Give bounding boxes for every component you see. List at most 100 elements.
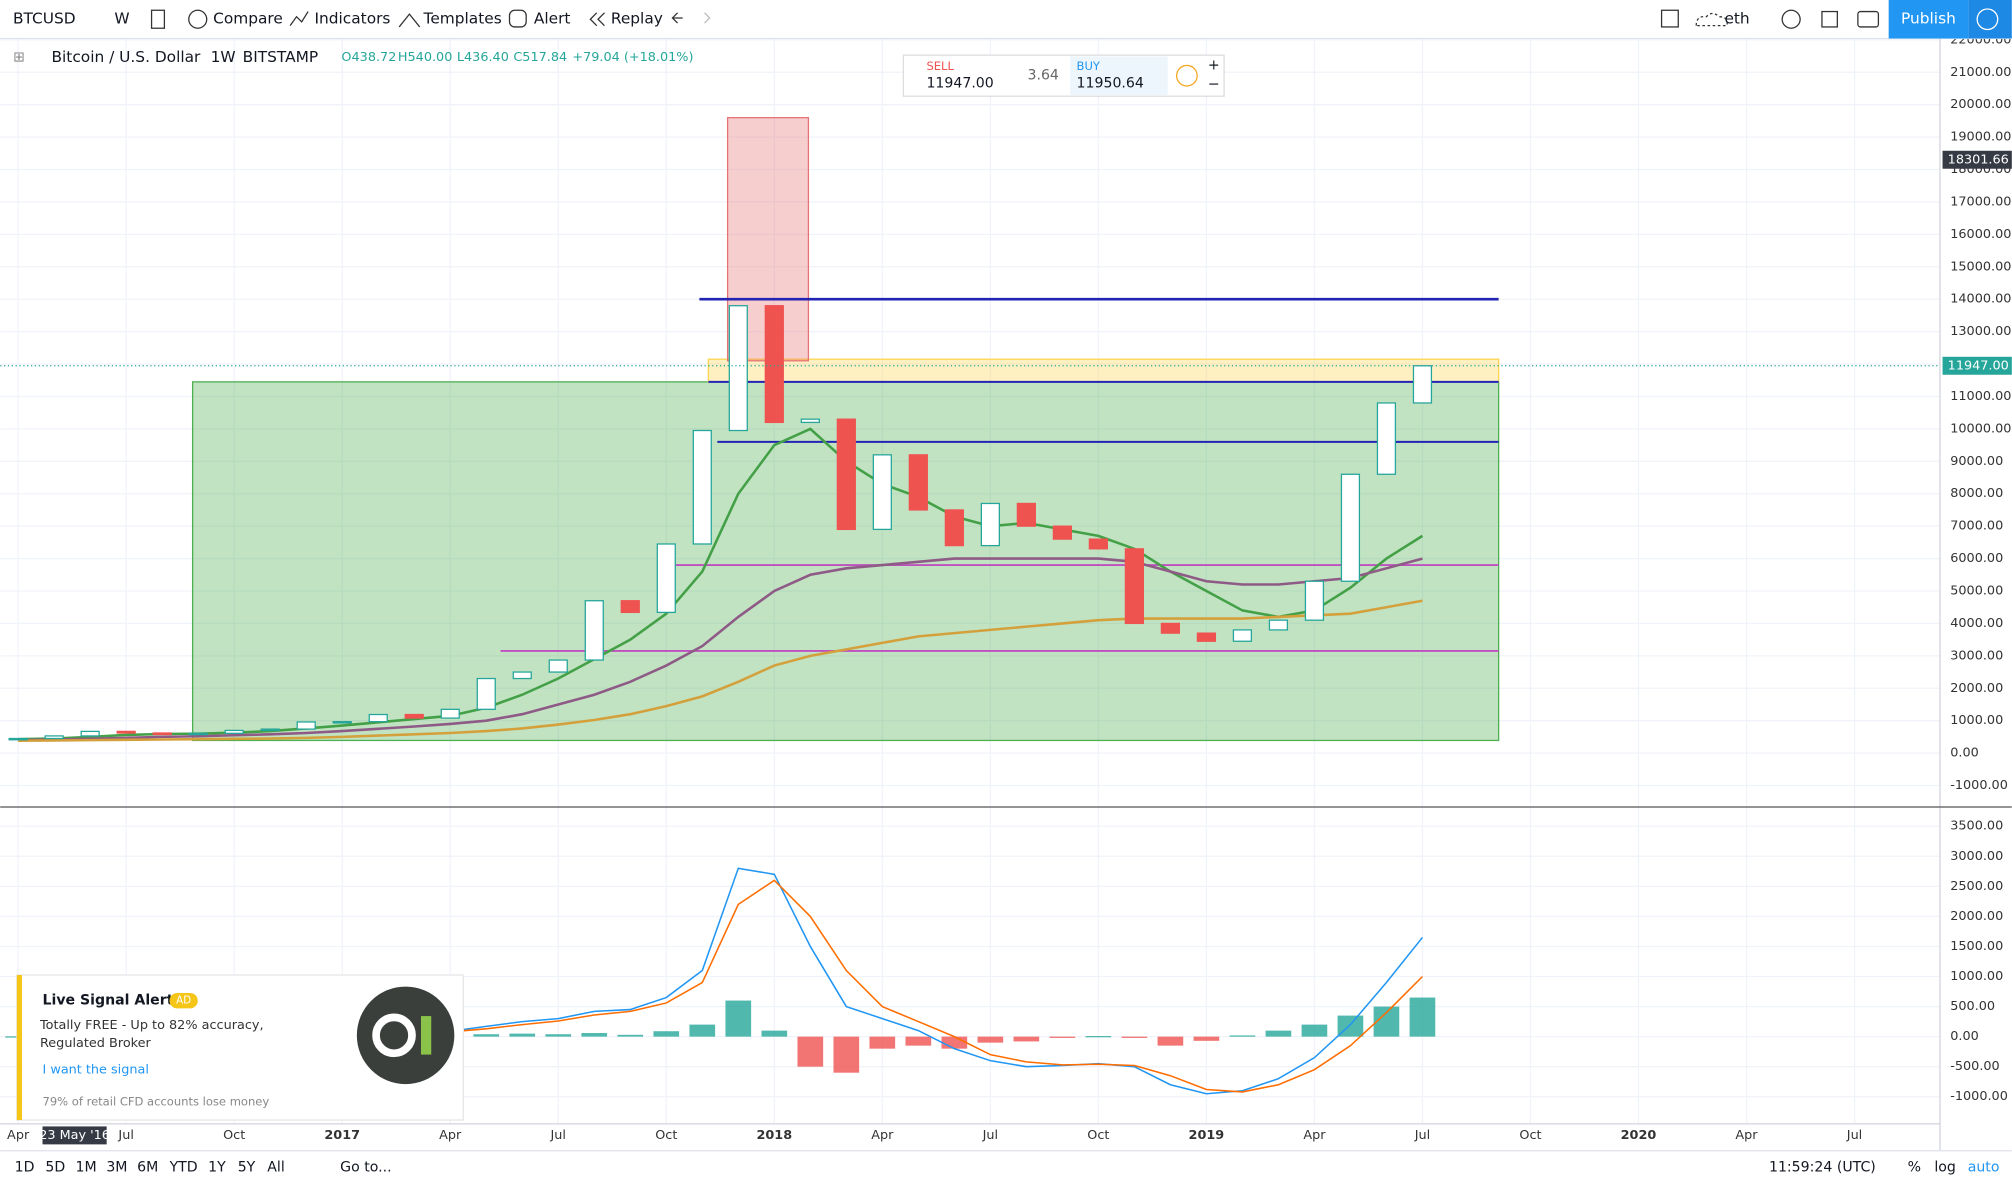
ad-logo-a	[372, 1013, 416, 1058]
minus-button[interactable]: −	[1208, 77, 1220, 93]
range-button[interactable]: 5Y	[238, 1159, 256, 1175]
crosshair-tag	[1942, 150, 2012, 169]
macd-histogram-bar	[509, 1033, 536, 1037]
buy-box[interactable]	[1070, 56, 1168, 95]
candle	[1124, 548, 1145, 625]
compare-button[interactable]: Compare	[213, 10, 283, 28]
fullscreen-button[interactable]	[1821, 10, 1838, 28]
buy-label: BUY	[1077, 59, 1101, 73]
ohlc-close: C517.84	[513, 50, 567, 65]
compare-icon	[188, 9, 208, 29]
range-button[interactable]: 3M	[106, 1159, 127, 1175]
ad-risk: 79% of retail CFD accounts lose money	[43, 1095, 270, 1109]
time-cursor-tag	[42, 1126, 107, 1145]
ad-logo	[356, 986, 455, 1085]
candle	[44, 735, 64, 740]
last-price-label: 11947.00	[1948, 358, 2009, 373]
candle	[1340, 473, 1361, 582]
x-tick-label: Apr	[1735, 1128, 1758, 1143]
candle	[1304, 580, 1325, 621]
interval[interactable]: W	[114, 10, 129, 28]
range-button[interactable]: All	[267, 1159, 285, 1175]
auto-toggle[interactable]: auto	[1968, 1159, 2000, 1175]
publish-button[interactable]	[1888, 0, 1969, 39]
candle	[296, 721, 316, 730]
y-tick-label: 0.00	[1950, 1029, 1979, 1044]
macd-histogram-bar	[689, 1024, 716, 1037]
plus-button[interactable]: +	[1208, 57, 1220, 73]
macd-histogram-bar	[1409, 997, 1436, 1037]
sell-box[interactable]	[916, 56, 1019, 95]
y-tick-label: 9000.00	[1950, 454, 2003, 469]
macd-histogram-bar	[1049, 1036, 1076, 1038]
macd-histogram-bar	[761, 1030, 788, 1037]
snapshot-button[interactable]	[1857, 10, 1880, 28]
range-button[interactable]: 1M	[76, 1159, 97, 1175]
alert-button[interactable]: Alert	[534, 10, 571, 28]
candle	[1376, 402, 1397, 475]
sell-label: SELL	[926, 59, 954, 73]
indicators-button[interactable]: Indicators	[314, 10, 390, 28]
candle	[1052, 525, 1072, 540]
y-tick-label: 4000.00	[1950, 616, 2003, 631]
replay-play-button[interactable]	[1968, 0, 2012, 39]
y-tick-label: 13000.00	[1950, 324, 2011, 339]
time-cursor-label: 23 May '16	[39, 1128, 110, 1143]
macd-histogram-bar	[1193, 1036, 1220, 1041]
candle	[980, 502, 1000, 547]
x-tick-label: Apr	[439, 1128, 462, 1143]
range-button[interactable]: 6M	[137, 1159, 158, 1175]
replay-button[interactable]: Replay	[611, 10, 663, 28]
layout-button[interactable]	[1660, 9, 1679, 28]
macd-histogram-bar	[581, 1033, 608, 1037]
y-tick-label: 3500.00	[1950, 819, 2003, 834]
range-button[interactable]: 1D	[15, 1159, 35, 1175]
y-tick-label: 20000.00	[1950, 97, 2011, 112]
settings-button[interactable]	[1781, 9, 1801, 29]
x-tick-label: Apr	[1303, 1128, 1326, 1143]
undo-button[interactable]	[671, 12, 683, 24]
bottom-bar: 1D 5D 1M 3M 6M YTD 1Y 5Y All	[15, 1159, 285, 1175]
chart-style-icon[interactable]	[150, 9, 166, 29]
templates-icon	[398, 13, 421, 28]
ad-link[interactable]: I want the signal	[43, 1062, 149, 1077]
ohlc-high: H540.00	[398, 50, 452, 65]
ohlc-change: +79.04 (+18.01%)	[572, 50, 693, 65]
y-tick-label: 21000.00	[1950, 65, 2011, 80]
y-tick-label: 10000.00	[1950, 421, 2011, 436]
macd-histogram-bar	[653, 1031, 680, 1037]
symbol-interval: 1W	[211, 48, 236, 66]
macd-histogram-bar	[1013, 1036, 1040, 1042]
symbol[interactable]: BTCUSD	[13, 10, 76, 28]
ad-text: Totally FREE - Up to 82% accuracy, Regul…	[39, 1018, 264, 1051]
candle	[908, 454, 928, 511]
log-toggle[interactable]: log	[1934, 1159, 1956, 1175]
x-tick-label: 2017	[324, 1128, 360, 1143]
macd-histogram-bar	[1157, 1036, 1184, 1046]
x-tick-label: Jul	[550, 1128, 566, 1143]
templates-button[interactable]: Templates	[423, 10, 502, 28]
info-icon[interactable]	[1175, 64, 1198, 87]
macd-histogram-bar	[869, 1036, 896, 1049]
goto-button[interactable]: Go to...	[340, 1159, 391, 1175]
x-tick-label: Oct	[1087, 1128, 1109, 1143]
y-tick-label: 14000.00	[1950, 292, 2011, 307]
sell-price: 11947.00	[926, 75, 993, 91]
percent-toggle[interactable]: %	[1908, 1159, 1921, 1175]
x-tick-label: Oct	[223, 1128, 245, 1143]
redo-button[interactable]	[704, 12, 711, 24]
macd-histogram-bar	[617, 1034, 644, 1037]
range-button[interactable]: YTD	[169, 1159, 198, 1175]
replay-icon	[589, 12, 605, 27]
range-button[interactable]: 1Y	[208, 1159, 226, 1175]
legend-toggle[interactable]: ⊞	[13, 50, 25, 66]
y-tick-label: 8000.00	[1950, 486, 2003, 501]
publish-label: Publish	[1901, 10, 1956, 28]
macd-histogram-bar	[905, 1036, 932, 1046]
candle	[692, 429, 712, 545]
range-button[interactable]: 5D	[45, 1159, 65, 1175]
spread: 3.64	[1027, 68, 1058, 84]
y-tick-label: 6000.00	[1950, 551, 2003, 566]
layout-name[interactable]: eth	[1724, 10, 1749, 28]
